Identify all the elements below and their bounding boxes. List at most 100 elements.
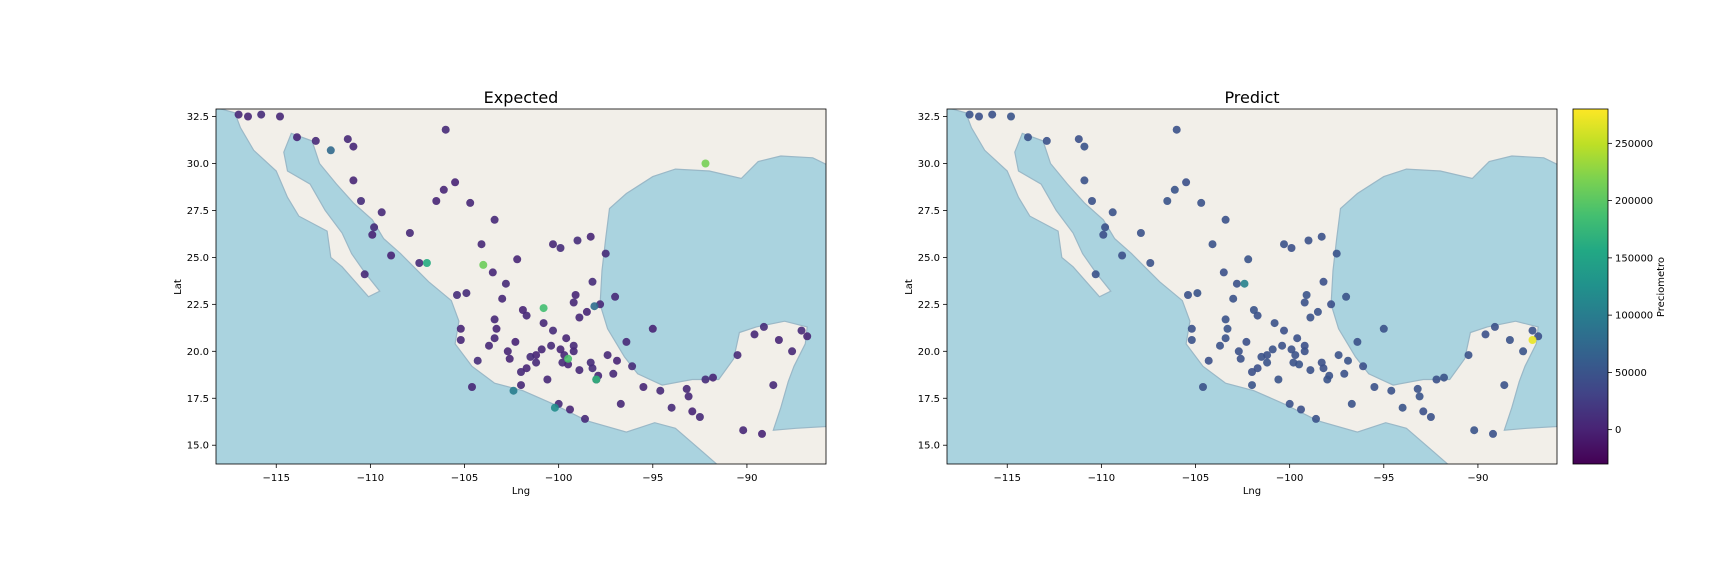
data-point [1236, 354, 1245, 363]
data-point [1268, 345, 1277, 354]
data-point [1182, 178, 1191, 187]
data-point [1170, 185, 1179, 194]
data-point [1216, 341, 1224, 350]
data-point [639, 383, 648, 391]
data-point [573, 236, 582, 245]
data-point [477, 240, 486, 249]
data-point [451, 178, 460, 187]
data-point [522, 311, 531, 320]
data-point [1101, 223, 1110, 232]
data-point [575, 313, 584, 322]
y-tick-label: 17.5 [918, 394, 940, 405]
chart-title: Expected [484, 88, 559, 107]
data-point [466, 198, 475, 207]
data-point [1229, 294, 1238, 303]
data-point [415, 259, 424, 267]
data-point [701, 159, 710, 168]
data-point [1007, 112, 1015, 121]
data-point [462, 289, 471, 298]
y-tick-label: 32.5 [187, 112, 209, 123]
y-axis-ticks: 15.0 17.5 20.0 22.5 25.0 27.5 30.0 32.5 [918, 112, 947, 452]
x-tick-label: −115 [994, 473, 1021, 484]
data-point [616, 399, 625, 408]
data-point [1287, 345, 1296, 354]
data-point [343, 135, 352, 144]
data-point [1317, 232, 1326, 241]
data-point [1234, 347, 1243, 356]
data-point [1193, 289, 1202, 298]
land-area [949, 109, 1557, 464]
data-point [575, 366, 584, 375]
data-point [613, 356, 621, 365]
x-tick-label: −95 [642, 473, 663, 484]
colorbar-ticks: 0 50000 100000 150000 200000 250000 [1608, 139, 1653, 436]
x-tick-label: −90 [736, 473, 757, 484]
data-point [468, 383, 476, 391]
data-point [571, 291, 580, 299]
chart-title: Predict [1224, 88, 1279, 107]
data-point [1291, 351, 1300, 360]
data-point [513, 255, 522, 264]
x-axis-label: Lng [512, 486, 530, 497]
data-point [1353, 337, 1362, 346]
data-point [1163, 197, 1172, 205]
data-point [1297, 405, 1305, 414]
data-point [1440, 373, 1448, 382]
data-point [505, 354, 514, 363]
data-point [1136, 229, 1145, 237]
data-point [550, 403, 559, 412]
data-point [490, 315, 499, 324]
data-point [988, 110, 997, 119]
data-point [432, 197, 441, 205]
data-point [517, 368, 525, 376]
y-tick-label: 20.0 [187, 347, 209, 358]
data-point [1280, 240, 1288, 249]
x-tick-label: −100 [1276, 473, 1303, 484]
data-point [405, 229, 414, 237]
data-point [490, 334, 499, 343]
data-point [667, 403, 676, 412]
data-point [479, 260, 488, 269]
y-axis-ticks: 15.0 17.5 20.0 22.5 25.0 27.5 30.0 32.5 [187, 112, 216, 452]
data-point [326, 146, 335, 155]
data-point [1490, 322, 1499, 331]
data-point [1172, 125, 1181, 134]
data-point [547, 341, 556, 350]
data-point [1304, 236, 1313, 245]
data-point [1293, 334, 1302, 343]
data-point [1519, 347, 1528, 356]
map-plot-area [947, 109, 1557, 464]
data-point [532, 358, 541, 367]
data-point [1280, 326, 1288, 335]
data-point [1312, 414, 1320, 423]
data-point [582, 307, 591, 316]
data-point [588, 364, 597, 373]
data-point [257, 110, 266, 119]
y-axis-label: Lat [904, 279, 915, 295]
data-point [566, 405, 574, 414]
data-point [498, 294, 507, 303]
data-point [701, 375, 710, 384]
data-point [1248, 368, 1256, 376]
data-point [234, 110, 243, 119]
data-point [539, 319, 548, 328]
x-tick-label: −110 [357, 473, 384, 484]
data-point [1253, 364, 1262, 373]
data-point [509, 386, 518, 395]
data-point [1505, 336, 1514, 344]
data-point [1199, 383, 1207, 391]
data-point [564, 354, 573, 363]
y-tick-label: 17.5 [187, 394, 209, 405]
data-point [488, 268, 497, 277]
data-point [965, 110, 974, 119]
x-tick-label: −110 [1088, 473, 1115, 484]
data-point [556, 345, 565, 354]
x-tick-label: −95 [1373, 473, 1394, 484]
data-point [492, 324, 501, 333]
data-point [1091, 270, 1100, 279]
data-point [1464, 351, 1473, 360]
data-point [569, 347, 578, 356]
data-point [1099, 230, 1108, 239]
data-point [311, 136, 320, 145]
